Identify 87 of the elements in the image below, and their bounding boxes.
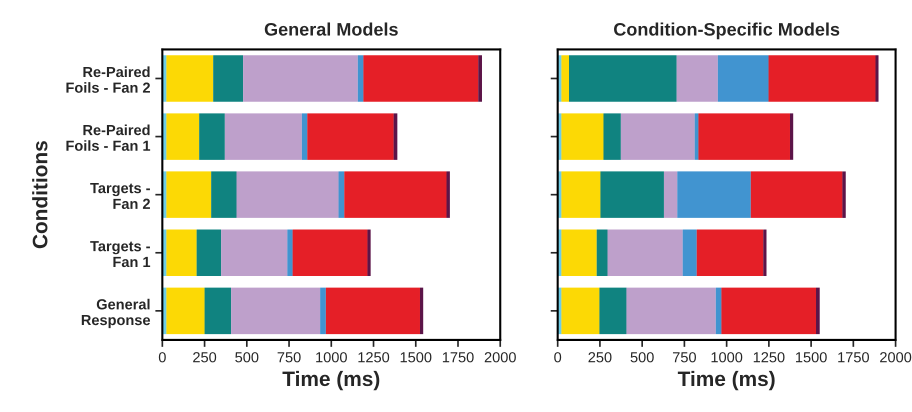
bar — [716, 288, 722, 334]
bar — [302, 113, 308, 160]
x-tick-label: 0 — [554, 352, 562, 362]
bar — [231, 288, 320, 334]
bar — [561, 288, 600, 334]
bar — [569, 55, 677, 102]
x-tick-label: 1500 — [400, 352, 432, 362]
y-tick-label: Targets - Fan 1 — [90, 241, 150, 268]
x-tick-label: 1750 — [442, 352, 474, 362]
x-tick-label: 500 — [235, 352, 258, 362]
bar — [211, 171, 237, 218]
bar — [199, 113, 225, 160]
bar — [196, 230, 222, 276]
bar — [367, 230, 371, 276]
bar — [166, 230, 197, 276]
bar — [768, 55, 876, 102]
bar — [204, 288, 232, 334]
bar — [166, 113, 200, 160]
x-tick-label: 500 — [630, 352, 654, 362]
x-tick-label: 1500 — [796, 352, 827, 362]
bar — [676, 55, 718, 102]
chart-title: Condition-Specific Models — [614, 22, 840, 40]
bar — [236, 171, 339, 218]
bar — [664, 171, 678, 218]
bar — [718, 55, 769, 102]
x-tick-label: 1250 — [754, 352, 785, 362]
bar — [721, 288, 816, 334]
bar — [694, 113, 698, 160]
bar — [696, 230, 764, 276]
bar — [698, 113, 790, 160]
bar — [682, 230, 697, 276]
bar — [790, 113, 794, 160]
bar — [166, 288, 205, 334]
bar — [320, 288, 326, 334]
x-tick-label: 750 — [278, 352, 301, 362]
bar — [166, 55, 214, 102]
bar — [561, 55, 569, 102]
bar — [358, 55, 364, 102]
x-tick-label: 250 — [193, 352, 216, 362]
x-tick-label: 2000 — [484, 352, 516, 362]
bar — [626, 288, 716, 334]
x-tick-label: 1000 — [712, 352, 742, 362]
x-axis-title: Time (ms) — [282, 370, 380, 390]
x-tick-label: 1250 — [358, 352, 390, 362]
x-tick-label: 2000 — [880, 352, 912, 362]
x-axis-title: Time (ms) — [678, 370, 775, 390]
bar — [338, 171, 344, 218]
bar — [344, 171, 447, 218]
x-tick-label: 1750 — [838, 352, 869, 362]
bar — [816, 288, 820, 334]
bar — [875, 55, 879, 102]
x-tick-label: 750 — [672, 352, 696, 362]
bar — [446, 171, 450, 218]
bar — [763, 230, 767, 276]
bar — [213, 55, 244, 102]
y-tick-label: Re-Paired Foils - Fan 1 — [66, 124, 150, 151]
x-tick-label: 250 — [588, 352, 612, 362]
bar — [224, 113, 302, 160]
bar — [394, 113, 398, 160]
bar — [420, 288, 424, 334]
bar — [307, 113, 394, 160]
bar — [599, 288, 626, 334]
bar — [363, 55, 478, 102]
chart-title: General Models — [264, 22, 398, 36]
bar — [603, 113, 621, 160]
bar — [677, 171, 751, 218]
bar — [608, 230, 683, 276]
bar — [600, 171, 664, 218]
bar — [620, 113, 695, 160]
y-tick-label: Re-Paired Foils - Fan 2 — [66, 66, 150, 93]
bar — [750, 171, 842, 218]
y-axis-title: Conditions — [32, 141, 48, 248]
bar — [478, 55, 482, 102]
y-tick-label: Targets - Fan 2 — [90, 183, 150, 210]
bar — [292, 230, 368, 276]
bar — [243, 55, 358, 102]
bar — [287, 230, 293, 276]
y-tick-label: General Response — [82, 298, 150, 328]
bar — [561, 113, 604, 160]
bar — [596, 230, 608, 276]
bar — [561, 171, 600, 218]
x-tick-label: 0 — [158, 352, 166, 362]
bar — [221, 230, 288, 276]
bar — [561, 230, 597, 276]
bar — [326, 288, 420, 334]
x-tick-label: 1000 — [316, 352, 347, 362]
bar — [166, 171, 212, 218]
